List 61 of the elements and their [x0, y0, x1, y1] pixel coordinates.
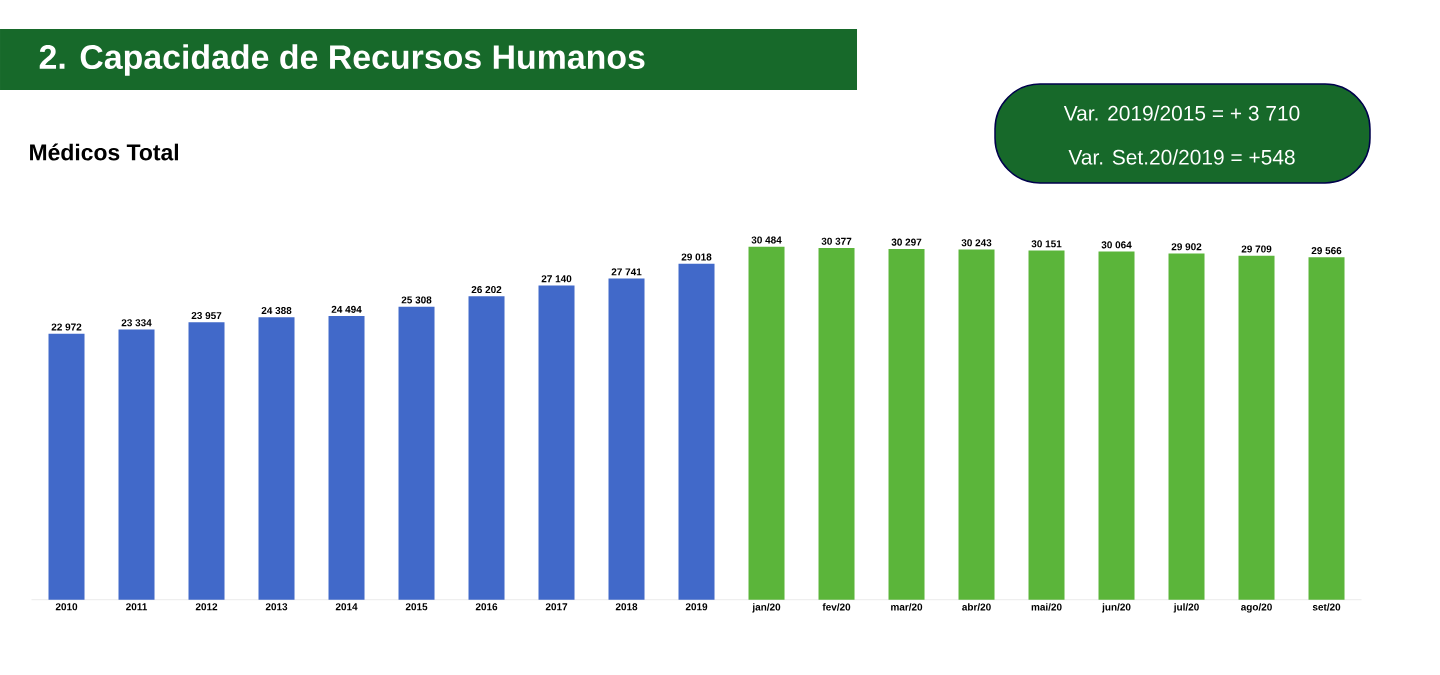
- data-label: 27 140: [541, 275, 572, 283]
- bar: [678, 263, 715, 600]
- data-label: 24 494: [331, 305, 362, 313]
- bar: [188, 322, 225, 600]
- x-tick-label: jun/20: [1101, 603, 1131, 613]
- data-label: 30 377: [821, 237, 852, 245]
- data-label: 29 018: [681, 253, 712, 261]
- text: Var. Set.20/2019 = +548: [1068, 149, 1295, 165]
- bar: [748, 246, 785, 600]
- chart-subtitle: Médicos Total: [30, 143, 179, 161]
- data-label: 26 202: [471, 286, 502, 294]
- data-label: 30 064: [1101, 241, 1132, 249]
- data-label: 27 741: [611, 268, 642, 276]
- bar: [608, 278, 645, 600]
- bar: [1098, 251, 1135, 600]
- bar: [958, 249, 995, 600]
- data-label: 25 308: [401, 296, 432, 304]
- x-tick-label: mar/20: [891, 603, 923, 611]
- data-label: 22 972: [51, 323, 82, 331]
- data-label: 29 566: [1311, 247, 1342, 255]
- bar: [398, 306, 435, 600]
- data-label: 24 388: [261, 307, 292, 315]
- bar: [818, 247, 855, 600]
- bar: [888, 248, 925, 600]
- bar: [118, 329, 155, 600]
- bar: [468, 296, 505, 600]
- data-label: 29 902: [1171, 243, 1202, 251]
- bar: [1028, 250, 1065, 600]
- data-label: 30 243: [961, 239, 992, 247]
- x-tick-label: 2018: [615, 603, 638, 611]
- bar: [1168, 253, 1205, 600]
- data-label: 29 709: [1241, 245, 1272, 253]
- x-tick-label: 2011: [126, 603, 148, 611]
- x-tick-label: mai/20: [1031, 603, 1062, 611]
- data-label: 30 484: [751, 236, 782, 244]
- bar: [48, 333, 85, 600]
- x-tick-label: 2014: [335, 603, 358, 611]
- bar: [538, 285, 575, 600]
- x-tick-label: fev/20: [822, 603, 851, 611]
- data-label: 30 297: [891, 238, 922, 246]
- bar: [328, 316, 365, 600]
- x-tick-label: abr/20: [962, 603, 991, 611]
- bar: [1308, 257, 1345, 600]
- x-tick-label: 2017: [545, 603, 568, 611]
- text: Var. 2019/2015 = + 3 710: [1063, 105, 1300, 121]
- x-tick-label: 2010: [55, 603, 78, 611]
- x-tick-label: 2012: [195, 603, 218, 611]
- x-tick-label: 2015: [405, 603, 428, 611]
- chart-title: 2. Capacidade de Recursos Humanos: [39, 44, 645, 76]
- data-label: 30 151: [1031, 240, 1062, 248]
- x-tick-label: ago/20: [1241, 603, 1272, 613]
- x-tick-label: jan/20: [752, 603, 781, 613]
- x-tick-label: set/20: [1312, 603, 1341, 611]
- data-label: 23 334: [121, 319, 152, 327]
- x-tick-label: jul/20: [1173, 603, 1199, 613]
- bar: [1238, 255, 1275, 600]
- data-label: 23 957: [191, 312, 222, 320]
- x-tick-label: 2013: [265, 603, 288, 611]
- bar: [258, 317, 295, 600]
- x-tick-label: 2016: [475, 603, 498, 611]
- x-tick-label: 2019: [685, 603, 708, 611]
